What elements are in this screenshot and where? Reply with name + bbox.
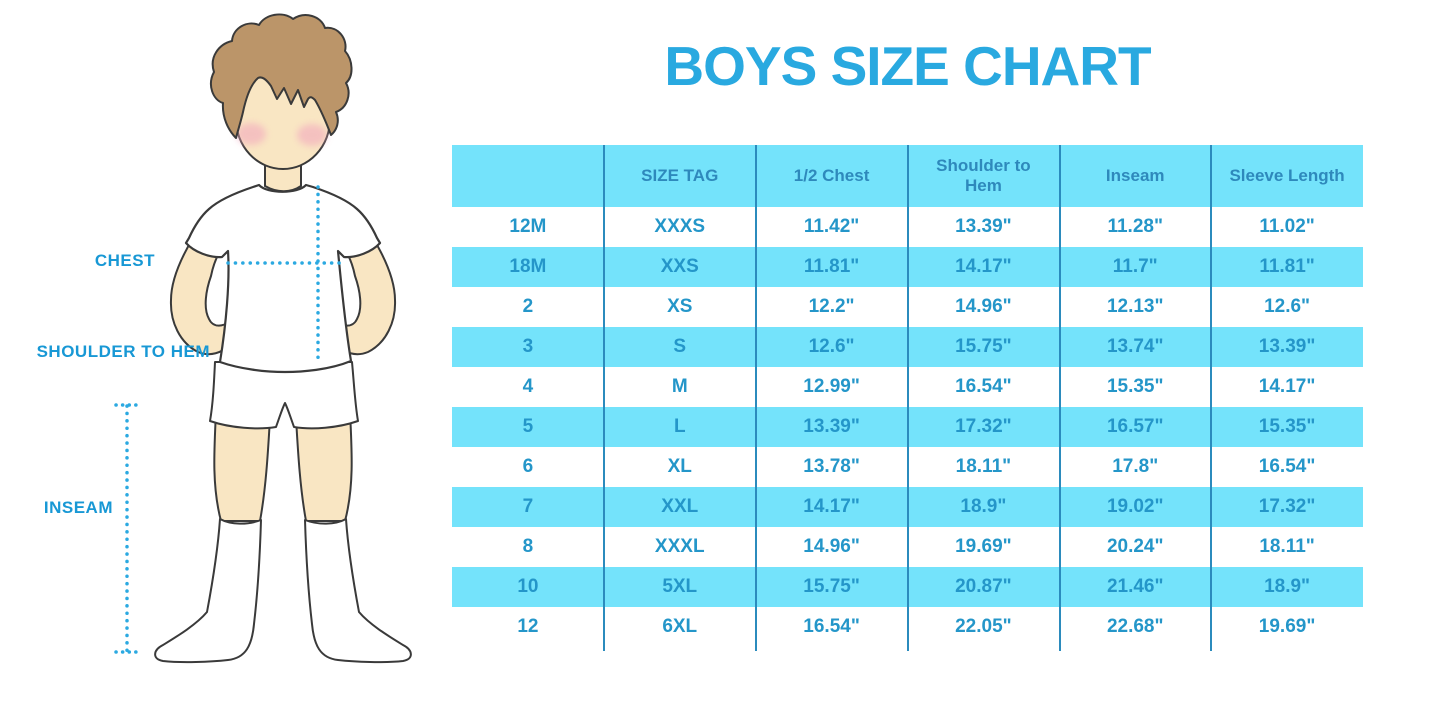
shoulder-to-hem-label: SHOULDER TO HEM	[36, 342, 210, 361]
boy-cheeks	[236, 123, 327, 146]
col-header-size	[452, 145, 604, 207]
table-cell: 16.54"	[803, 616, 860, 637]
table-cell: 22.68"	[1106, 616, 1164, 637]
table-cell: 20.24"	[1106, 536, 1164, 557]
table-cell: 13.39"	[803, 416, 860, 437]
table-cell: 18.11"	[955, 456, 1012, 477]
table-cell: 6	[522, 456, 534, 477]
column-separator	[1210, 145, 1212, 651]
table-cell: 11.81"	[803, 256, 860, 277]
size-table: SIZE TAG 1/2 Chest Shoulder to Hem Insea…	[452, 145, 1363, 653]
measurement-lines	[114, 185, 346, 654]
table-cell: 2	[522, 296, 534, 317]
table-cell: 19.69"	[955, 536, 1012, 557]
table-cell: 12.2"	[808, 296, 855, 317]
table-cell: 16.54"	[1258, 456, 1316, 477]
inseam-label: INSEAM	[43, 498, 113, 517]
col-header-size-tag: SIZE TAG	[603, 145, 756, 207]
table-cell: 15.75"	[803, 576, 860, 597]
boy-hair	[210, 13, 353, 139]
table-cell: 11.42"	[803, 216, 860, 237]
table-cell: S	[673, 336, 687, 357]
table-cell: 18M	[509, 256, 547, 277]
table-cell: 7	[522, 496, 534, 517]
boy-illustration	[114, 13, 412, 664]
table-cell: 11.28"	[1107, 216, 1163, 237]
table-cell: 17.8"	[1112, 456, 1159, 477]
table-cell: 20.87"	[955, 576, 1012, 597]
table-cell: XL	[667, 456, 692, 477]
table-cell: 15.75"	[955, 336, 1012, 357]
table-cell: XXXS	[654, 216, 706, 237]
table-cell: 13.74"	[1106, 336, 1164, 357]
table-cell: 22.05"	[955, 616, 1012, 637]
table-cell: 17.32"	[955, 416, 1012, 437]
table-cell: XXL	[661, 496, 699, 517]
table-cell: 14.96"	[955, 296, 1012, 317]
table-cell: XXXL	[654, 536, 705, 557]
measurement-diagram: CHEST SHOULDER TO HEM INSEAM	[0, 0, 460, 723]
col-header-shoulder-to-hem: Shoulder to Hem	[907, 145, 1060, 207]
table-cell: 10	[517, 576, 539, 597]
boy-socks	[154, 518, 412, 664]
table-cell: 14.17"	[955, 256, 1012, 277]
table-cell: 11.7"	[1112, 256, 1158, 277]
table-cell: 12	[517, 616, 539, 637]
table-cell: 14.96"	[803, 536, 860, 557]
table-cell: 13.78"	[803, 456, 860, 477]
column-separator	[907, 145, 909, 651]
table-cell: 18.9"	[960, 496, 1007, 517]
table-cell: XS	[667, 296, 693, 317]
table-cell: 16.57"	[1106, 416, 1164, 437]
table-cell: 11.02"	[1259, 216, 1315, 237]
page-title: BOYS SIZE CHART	[664, 35, 1151, 97]
table-row: 2 XS 12.2" 14.96" 12.13" 12.6"	[452, 287, 1363, 327]
table-row: 4 M 12.99" 16.54" 15.35" 14.17"	[452, 367, 1363, 407]
table-cell: 6XL	[662, 616, 698, 637]
table-cell: 19.69"	[1258, 616, 1316, 637]
table-cell: 8	[522, 536, 534, 557]
table-cell: 21.46"	[1106, 576, 1164, 597]
table-cell: 3	[522, 336, 534, 357]
table-cell: 12.6"	[1264, 296, 1311, 317]
table-cell: XXS	[660, 256, 699, 277]
table-cell: 12M	[509, 216, 547, 237]
table-cell: 11.81"	[1259, 256, 1315, 277]
boy-shirt	[184, 183, 382, 374]
boy-shorts	[209, 361, 359, 430]
table-cell: 4	[522, 376, 534, 397]
column-separator	[1059, 145, 1061, 651]
table-cell: 12.99"	[803, 376, 860, 397]
col-header-inseam: Inseam	[1059, 145, 1212, 207]
table-header-row: SIZE TAG 1/2 Chest Shoulder to Hem Insea…	[452, 145, 1363, 207]
table-row: 6 XL 13.78" 18.11" 17.8" 16.54"	[452, 447, 1363, 487]
table-cell: 16.54"	[955, 376, 1012, 397]
column-separator	[755, 145, 757, 651]
table-row: 12M XXXS 11.42" 13.39" 11.28" 11.02"	[452, 207, 1363, 247]
table-cell: 18.9"	[1264, 576, 1311, 597]
table-row: 8 XXXL 14.96" 19.69" 20.24" 18.11"	[452, 527, 1363, 567]
table-cell: 13.39"	[955, 216, 1012, 237]
table-cell: 19.02"	[1106, 496, 1164, 517]
table-cell: 15.35"	[1258, 416, 1316, 437]
table-cell: 5	[522, 416, 534, 437]
table-cell: 13.39"	[1258, 336, 1316, 357]
table-cell: 18.11"	[1259, 536, 1315, 557]
chest-label: CHEST	[94, 251, 155, 270]
boy-legs	[213, 411, 353, 522]
table-row: 12 6XL 16.54" 22.05" 22.68" 19.69"	[452, 607, 1363, 647]
table-cell: 5XL	[662, 576, 698, 597]
col-header-sleeve-length: Sleeve Length	[1211, 145, 1363, 207]
column-separator	[603, 145, 605, 651]
table-cell: L	[673, 416, 686, 437]
table-cell: 12.13"	[1106, 296, 1164, 317]
table-cell: M	[671, 376, 688, 397]
table-cell: 15.35"	[1106, 376, 1164, 397]
table-cell: 12.6"	[808, 336, 855, 357]
table-cell: 17.32"	[1258, 496, 1316, 517]
col-header-half-chest: 1/2 Chest	[755, 145, 908, 207]
table-cell: 14.17"	[1258, 376, 1316, 397]
table-cell: 14.17"	[803, 496, 860, 517]
